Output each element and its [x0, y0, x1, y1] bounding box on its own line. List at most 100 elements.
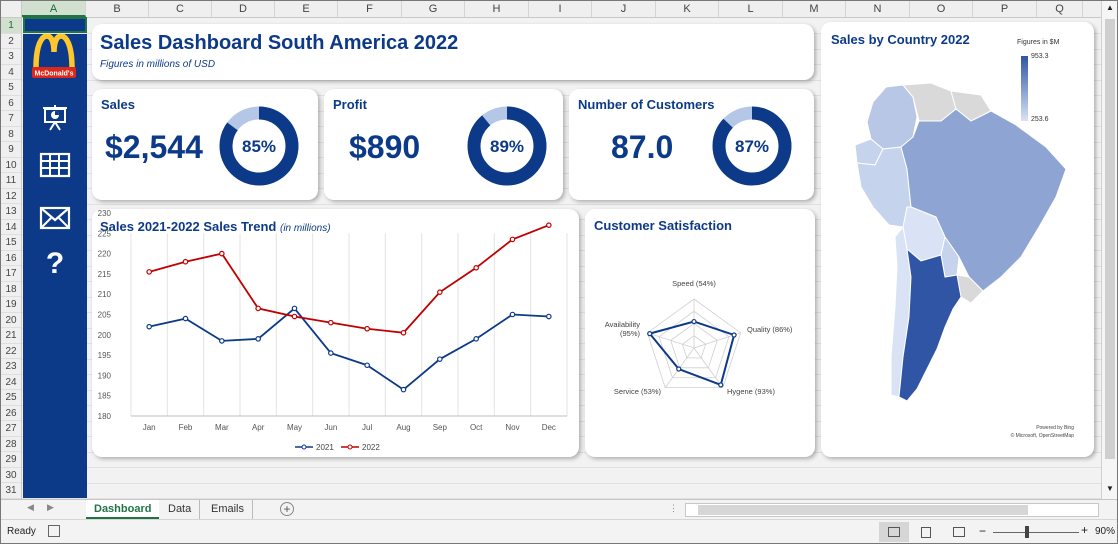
- row-header[interactable]: 2: [1, 34, 21, 49]
- tab-data[interactable]: Data: [160, 500, 201, 519]
- data-point-2022: [400, 329, 407, 336]
- scroll-up-icon[interactable]: ▲: [1106, 3, 1114, 12]
- normal-view-button[interactable]: [879, 522, 909, 542]
- radar-ring: [646, 298, 742, 389]
- column-header[interactable]: N: [846, 1, 910, 17]
- row-header[interactable]: 20: [1, 313, 21, 328]
- row-header[interactable]: 30: [1, 468, 21, 483]
- zoom-slider[interactable]: [993, 532, 1079, 533]
- column-header[interactable]: G: [402, 1, 465, 17]
- horizontal-scrollbar[interactable]: [685, 503, 1099, 517]
- row-header[interactable]: 8: [1, 127, 21, 142]
- data-point-2021: [473, 336, 479, 342]
- row-header[interactable]: 10: [1, 158, 21, 173]
- row-header[interactable]: 17: [1, 266, 21, 282]
- zoom-out-icon[interactable]: −: [979, 524, 987, 538]
- row-header[interactable]: 13: [1, 204, 21, 220]
- add-sheet-icon[interactable]: +: [280, 502, 294, 516]
- donut-fill: [219, 106, 299, 186]
- radar-ring: [681, 335, 707, 359]
- column-header[interactable]: J: [592, 1, 656, 17]
- data-point-2022: [546, 222, 552, 228]
- row-header[interactable]: 28: [1, 437, 21, 452]
- row-header[interactable]: 29: [1, 452, 21, 468]
- row-header[interactable]: 1: [1, 18, 21, 34]
- tab-scroll-left-icon[interactable]: ◀: [27, 502, 34, 512]
- zoom-level[interactable]: 90%: [1095, 526, 1116, 537]
- row-header[interactable]: 15: [1, 235, 21, 251]
- page-break-view-icon[interactable]: [953, 527, 965, 537]
- row-header[interactable]: 19: [1, 297, 21, 313]
- map-card: Sales by Country 2022 Figures in $M 953.…: [821, 22, 1094, 457]
- data-point-2021: [255, 336, 261, 342]
- row-header[interactable]: 14: [1, 220, 21, 235]
- column-header[interactable]: I: [529, 1, 592, 17]
- x-tick-label: Dec: [542, 423, 556, 432]
- grid-line: [22, 482, 1101, 484]
- row-header[interactable]: 25: [1, 390, 21, 406]
- column-header[interactable]: K: [656, 1, 719, 17]
- row-header[interactable]: 26: [1, 406, 21, 421]
- row-header[interactable]: 31: [1, 483, 21, 499]
- tab-scroll-right-icon[interactable]: ▶: [47, 502, 54, 512]
- vertical-scrollbar[interactable]: ▲ ▼: [1101, 1, 1117, 499]
- row-header[interactable]: 16: [1, 251, 21, 266]
- row-header[interactable]: 4: [1, 65, 21, 80]
- column-header[interactable]: F: [338, 1, 402, 17]
- x-tick-label: May: [287, 423, 302, 432]
- column-header[interactable]: H: [465, 1, 529, 17]
- column-header[interactable]: O: [910, 1, 973, 17]
- zoom-in-icon[interactable]: +: [1081, 523, 1089, 537]
- horizontal-scroll-thumb[interactable]: [698, 505, 1028, 515]
- row-header[interactable]: 9: [1, 142, 21, 158]
- select-all-corner[interactable]: [1, 1, 22, 17]
- column-header[interactable]: P: [973, 1, 1037, 17]
- legend-marker: [301, 444, 307, 450]
- scroll-down-icon[interactable]: ▼: [1106, 484, 1114, 493]
- row-header[interactable]: 23: [1, 359, 21, 375]
- row-header[interactable]: 6: [1, 96, 21, 111]
- column-header[interactable]: A: [22, 1, 86, 17]
- tab-split-handle[interactable]: ⋮: [669, 503, 678, 513]
- donut-percent-label: 89%: [490, 137, 524, 156]
- row-header[interactable]: 7: [1, 111, 21, 127]
- row-header[interactable]: 18: [1, 282, 21, 297]
- data-point-2022: [146, 269, 152, 275]
- radar-point: [691, 318, 697, 325]
- row-header[interactable]: 11: [1, 173, 21, 189]
- zoom-slider-handle[interactable]: [1025, 526, 1029, 538]
- x-tick-label: Mar: [215, 423, 229, 432]
- column-header[interactable]: B: [86, 1, 149, 17]
- y-tick-label: 200: [98, 331, 112, 340]
- donut-fill: [712, 106, 792, 186]
- column-header[interactable]: M: [783, 1, 846, 17]
- row-header[interactable]: 27: [1, 421, 21, 437]
- macro-record-icon[interactable]: [48, 525, 60, 537]
- page-layout-view-icon[interactable]: [921, 527, 931, 538]
- row-header[interactable]: 12: [1, 189, 21, 204]
- tab-dashboard[interactable]: Dashboard: [86, 500, 160, 519]
- column-header[interactable]: L: [719, 1, 783, 17]
- column-header[interactable]: C: [149, 1, 212, 17]
- row-header[interactable]: 22: [1, 344, 21, 359]
- vertical-scroll-thumb[interactable]: [1105, 19, 1115, 459]
- presentation-icon[interactable]: [23, 102, 87, 137]
- column-header[interactable]: Q: [1037, 1, 1083, 17]
- argentina-region: [898, 247, 970, 402]
- radar-axis-label: Hygene (93%): [727, 387, 775, 396]
- selected-cell-a1[interactable]: [23, 17, 87, 33]
- column-header[interactable]: E: [275, 1, 338, 17]
- table-icon[interactable]: [23, 152, 87, 183]
- row-header[interactable]: 3: [1, 49, 21, 65]
- radar-point: [731, 332, 737, 338]
- row-header[interactable]: 5: [1, 80, 21, 96]
- row-header[interactable]: 21: [1, 328, 21, 344]
- mail-icon[interactable]: [23, 206, 87, 235]
- kpi-donut: 85%: [219, 106, 299, 186]
- column-header[interactable]: D: [212, 1, 275, 17]
- help-icon[interactable]: ?: [45, 247, 65, 280]
- tab-emails[interactable]: Emails: [203, 500, 254, 519]
- row-header[interactable]: 24: [1, 375, 21, 390]
- x-tick-label: Jun: [324, 423, 337, 432]
